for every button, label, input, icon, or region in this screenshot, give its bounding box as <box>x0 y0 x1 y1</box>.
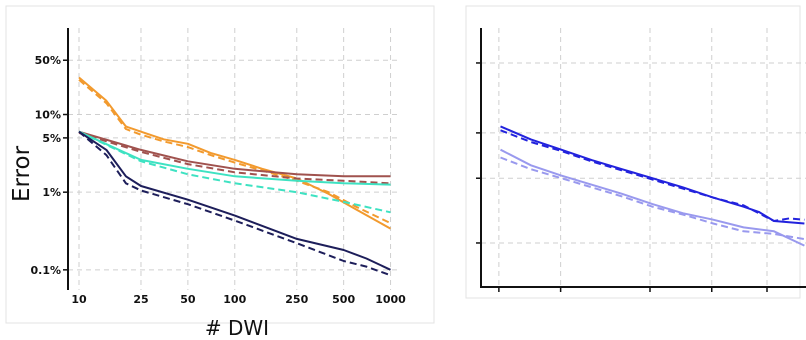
left-y-tick-label: 10% <box>35 109 61 122</box>
right-series-line-3-dashed <box>500 156 805 241</box>
right-grid <box>481 28 806 287</box>
left-y-tick-label: 1% <box>42 186 61 199</box>
left-panel-frame <box>5 5 435 324</box>
left-y-tick-label: 5% <box>42 132 61 145</box>
y-axis-title: Error <box>9 145 35 202</box>
left-x-tick-label: 25 <box>133 293 148 306</box>
left-series-line-5-dashed <box>78 130 391 214</box>
left-x-tick-label: 50 <box>180 293 196 306</box>
right-series-group <box>500 125 805 247</box>
left-y-tick-label: 50% <box>35 54 61 67</box>
left-x-ticks: 10 25 50 100 250 500 1000 <box>71 293 406 306</box>
left-x-tick-label: 10 <box>71 293 87 306</box>
right-series-line-2-solid <box>500 148 805 247</box>
left-x-tick-label: 500 <box>332 293 355 306</box>
left-series-line-0-solid <box>78 76 391 230</box>
left-x-tick-label: 100 <box>223 293 246 306</box>
left-series-line-7-dashed <box>78 130 391 277</box>
left-series-line-6-solid <box>78 130 391 271</box>
right-ticks <box>476 62 768 292</box>
left-series-line-4-solid <box>78 130 391 186</box>
right-panel-frame <box>465 5 801 299</box>
left-series-line-3-dashed <box>78 131 391 185</box>
left-series-group <box>78 76 391 277</box>
left-x-tick-label: 1000 <box>375 293 406 306</box>
left-series-line-2-solid <box>78 130 391 178</box>
left-x-tick-label: 250 <box>285 293 308 306</box>
left-y-ticks: 0.1% 1% 5% 10% 50% <box>30 54 68 277</box>
x-axis-title: # DWI <box>205 316 269 340</box>
left-y-tick-label: 0.1% <box>30 264 61 277</box>
left-series-line-1-dashed <box>78 79 391 225</box>
right-series-line-1-dashed <box>500 129 805 222</box>
